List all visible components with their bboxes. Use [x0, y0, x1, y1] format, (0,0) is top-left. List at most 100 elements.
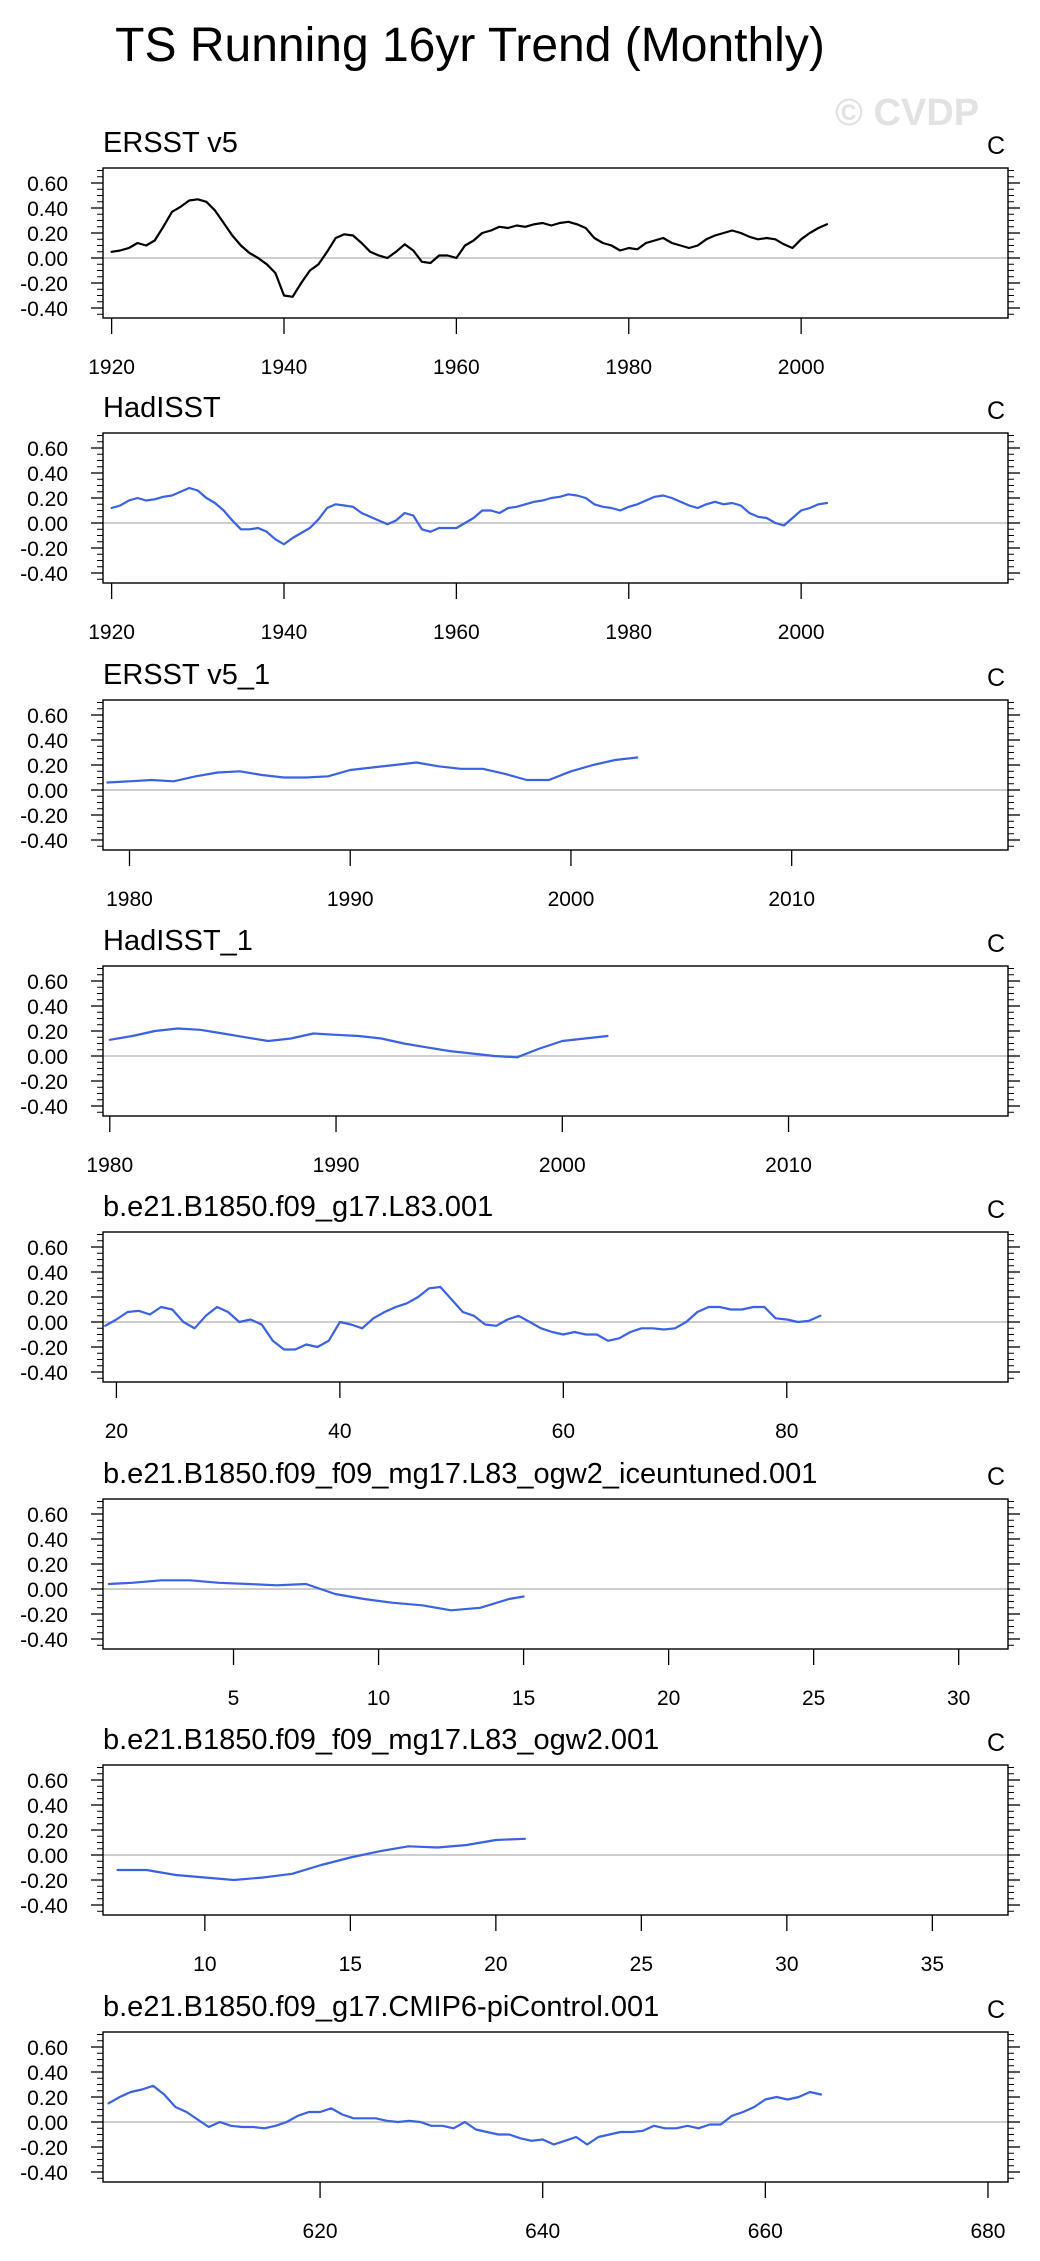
y-tick-label: 0.40	[27, 198, 68, 221]
x-tick-label: 1990	[327, 888, 374, 911]
plot-frame	[102, 167, 1009, 319]
y-tick-label: -0.40	[20, 1362, 68, 1385]
y-tick-label: 0.60	[27, 971, 68, 994]
x-tick-label: 2010	[765, 1154, 812, 1177]
y-tick-label: 0.60	[27, 705, 68, 728]
x-tick-label: 2000	[539, 1154, 586, 1177]
y-tick-label: -0.20	[20, 538, 68, 561]
y-tick-label: 0.40	[27, 1795, 68, 1818]
panel-title: b.e21.B1850.f09_g17.L83.001	[103, 1191, 493, 1223]
x-tick-label: 20	[105, 1420, 128, 1443]
y-tick-label: -0.20	[20, 1337, 68, 1360]
data-series-line	[110, 198, 829, 298]
units-label: C	[987, 1463, 1005, 1491]
x-tick-label: 40	[328, 1420, 351, 1443]
y-tick-label: -0.20	[20, 1604, 68, 1627]
y-tick-label: 0.60	[27, 1770, 68, 1793]
x-tick-label: 680	[970, 2220, 1005, 2243]
y-tick-label: -0.20	[20, 273, 68, 296]
y-tick-label: 0.00	[27, 2112, 68, 2135]
data-series-line	[107, 1579, 525, 1612]
units-label: C	[987, 397, 1005, 425]
y-tick-label: 0.20	[27, 1554, 68, 1577]
x-tick-label: 620	[303, 2220, 338, 2243]
data-series-line	[116, 1837, 527, 1882]
y-tick-label: -0.40	[20, 1895, 68, 1918]
x-tick-label: 15	[339, 1953, 362, 1976]
y-tick-label: 0.40	[27, 996, 68, 1019]
data-series-line	[104, 1285, 822, 1351]
plot-frame	[102, 1498, 1009, 1650]
x-tick-label: 1940	[261, 621, 308, 644]
plot-frame	[102, 432, 1009, 584]
panel-title: b.e21.B1850.f09_f09_mg17.L83_ogw2.001	[103, 1724, 659, 1756]
plot-frame	[102, 699, 1009, 851]
x-tick-label: 1980	[86, 1154, 133, 1177]
watermark: © CVDP	[835, 92, 980, 134]
panel-title: HadISST	[103, 392, 221, 424]
x-tick-label: 80	[775, 1420, 798, 1443]
y-tick-label: 0.00	[27, 248, 68, 271]
x-tick-label: 1980	[106, 888, 153, 911]
page-title: TS Running 16yr Trend (Monthly)	[115, 19, 825, 72]
x-tick-label: 660	[748, 2220, 783, 2243]
data-series-line	[106, 756, 639, 784]
data-series-line	[107, 2084, 823, 2146]
x-tick-label: 35	[921, 1953, 944, 1976]
y-tick-label: 0.00	[27, 1312, 68, 1335]
y-tick-label: 0.00	[27, 1845, 68, 1868]
y-tick-label: -0.40	[20, 563, 68, 586]
x-tick-label: 10	[193, 1953, 216, 1976]
y-tick-label: 0.20	[27, 1287, 68, 1310]
y-tick-label: 0.60	[27, 1237, 68, 1260]
y-tick-label: 0.60	[27, 173, 68, 196]
x-tick-label: 1990	[313, 1154, 360, 1177]
x-tick-label: 2000	[778, 356, 825, 379]
y-tick-label: 0.20	[27, 223, 68, 246]
y-tick-label: -0.20	[20, 805, 68, 828]
panel-title: b.e21.B1850.f09_f09_mg17.L83_ogw2_iceunt…	[103, 1458, 817, 1490]
units-label: C	[987, 1996, 1005, 2024]
y-tick-label: 0.00	[27, 780, 68, 803]
x-tick-label: 1980	[605, 356, 652, 379]
y-tick-label: 0.60	[27, 2037, 68, 2060]
data-series-line	[108, 1027, 609, 1059]
x-tick-label: 20	[484, 1953, 507, 1976]
y-tick-label: -0.40	[20, 1096, 68, 1119]
x-tick-label: 30	[775, 1953, 798, 1976]
y-tick-label: -0.20	[20, 1071, 68, 1094]
y-tick-label: -0.40	[20, 1629, 68, 1652]
plot-frame	[102, 1764, 1009, 1916]
x-tick-label: 2000	[778, 621, 825, 644]
y-tick-label: 0.40	[27, 1529, 68, 1552]
x-tick-label: 1960	[433, 356, 480, 379]
y-tick-label: -0.40	[20, 830, 68, 853]
y-tick-label: 0.00	[27, 513, 68, 536]
plot-frame	[102, 1231, 1009, 1383]
x-tick-label: 25	[802, 1687, 825, 1710]
x-tick-label: 10	[367, 1687, 390, 1710]
units-label: C	[987, 664, 1005, 692]
y-tick-label: 0.40	[27, 463, 68, 486]
panel-title: ERSST v5	[103, 127, 238, 159]
y-tick-label: 0.00	[27, 1046, 68, 1069]
plot-frame	[102, 2031, 1009, 2183]
y-tick-label: -0.20	[20, 2137, 68, 2160]
data-series-line	[110, 486, 829, 546]
units-label: C	[987, 132, 1005, 160]
y-tick-label: 0.20	[27, 488, 68, 511]
x-tick-label: 1960	[433, 621, 480, 644]
x-tick-label: 20	[657, 1687, 680, 1710]
y-tick-label: -0.40	[20, 298, 68, 321]
x-tick-label: 1920	[88, 356, 135, 379]
y-tick-label: -0.20	[20, 1870, 68, 1893]
y-tick-label: 0.40	[27, 2062, 68, 2085]
panel-title: b.e21.B1850.f09_g17.CMIP6-piControl.001	[103, 1991, 659, 2023]
units-label: C	[987, 1196, 1005, 1224]
y-tick-label: 0.60	[27, 438, 68, 461]
y-tick-label: 0.00	[27, 1579, 68, 1602]
x-tick-label: 60	[552, 1420, 575, 1443]
x-tick-label: 30	[947, 1687, 970, 1710]
y-tick-label: 0.60	[27, 1504, 68, 1527]
